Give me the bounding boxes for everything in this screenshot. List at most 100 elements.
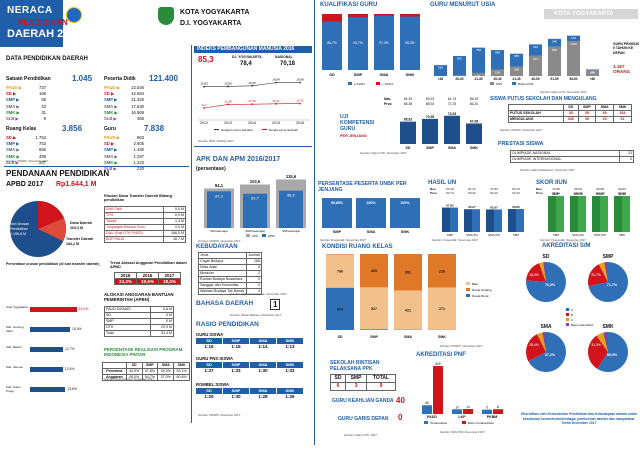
un-bar-b xyxy=(622,196,630,232)
trend-table: 2016 2016 2017 24,3% 19,6% 18,0% xyxy=(114,272,181,285)
stat-value: 1.323 xyxy=(133,159,144,165)
uk-bar xyxy=(400,121,416,144)
pnf-bar-akred xyxy=(422,405,432,414)
persen-bars: Kota Yogyakarta 18,0% Kab. Gunung Kidul 15,… xyxy=(6,305,101,410)
un-prov: 99,99 xyxy=(618,191,626,195)
ruang-label: Ruang Kelas xyxy=(6,126,37,132)
kual-value: 97,3% xyxy=(379,41,389,45)
stat-key: SLB ▶ xyxy=(104,166,117,172)
akred-slice xyxy=(538,262,546,282)
pendanaan-title: PENDANAAN PENDIDIKAN xyxy=(6,169,110,178)
table-row: OLIMPIADE INTERNASIONAL 0 xyxy=(510,156,635,163)
akreditasi-title: AKREDITASI S/M xyxy=(542,243,591,249)
rasio-head: SMP xyxy=(223,362,249,368)
ppk-cell: 6 xyxy=(329,382,347,391)
table-key: Total xyxy=(104,330,151,337)
unbk-bar xyxy=(390,198,420,228)
pnf-akred-value: 5 xyxy=(486,406,488,410)
rls-point xyxy=(299,102,301,105)
stat-row: SMP ▶ 1.430 xyxy=(104,147,144,153)
tut-wuri-logo-icon xyxy=(66,7,82,23)
hls-point xyxy=(251,84,253,87)
hls-label: 16,88 xyxy=(296,77,304,81)
usia-group: 56-60 xyxy=(569,77,577,81)
usia-group: 41-45 xyxy=(512,77,520,81)
akred-pie-name: SMP xyxy=(603,254,615,260)
title-line2: PENDIDIKAN xyxy=(18,18,68,27)
bahasa-value: 1 xyxy=(270,299,281,310)
kual-value: 95,3% xyxy=(405,41,415,45)
garis-title2: GURU GARIS DEPAN xyxy=(338,416,389,422)
uk-prov: 66,20 xyxy=(470,102,479,106)
akred-slice xyxy=(604,262,608,282)
kebudayaan-table: Jenis Jumlah Cagar Budaya 166 Desa Adat 0 Muse… xyxy=(197,252,262,295)
persen-bar xyxy=(30,307,77,312)
apm-bar xyxy=(207,191,231,228)
usia-bar-pns xyxy=(491,69,504,76)
kondisi-group: SMK xyxy=(438,335,446,339)
pnf-belum-value: 11 xyxy=(496,405,500,409)
un-group: SMA IPS xyxy=(594,233,606,237)
stat-row: SMA ▶ 1.297 xyxy=(104,154,144,160)
stat-key: PAUD ▶ xyxy=(6,85,22,90)
stat-key: SD ▶ xyxy=(6,91,17,97)
stat-row: SLB ▶ 207 xyxy=(6,160,46,166)
prestasi-table: OLIMPIADE NASIONAL 23 OLIMPIADE INTERNASIO… xyxy=(510,150,635,163)
stat-row: SD ▶ 2.605 xyxy=(104,141,144,147)
persen-value: 13,6% xyxy=(67,387,77,391)
pendanaan-source: Sumber: Kemendikbud, November 2017 xyxy=(104,377,154,381)
pnf-group: PAUD xyxy=(427,415,437,419)
un-bar-a xyxy=(614,196,622,232)
usia-nonpns-label: 164 xyxy=(571,36,576,40)
uk-value: 73,53 xyxy=(448,112,457,116)
un-bar-b xyxy=(600,196,608,232)
akred-legend: A xyxy=(571,308,573,312)
usia-nonpns-label: 346 xyxy=(533,45,538,49)
un-nas: 53,70 xyxy=(512,187,520,191)
usia-chart: 330 <26 14 592 26-30 92 768 31-35 198 588 36-40 288… xyxy=(434,35,599,86)
pip-table: SD SMP SMA SMK Penerima 43,9% 47,8% 34,0% 53,1% A… xyxy=(102,362,190,381)
akred-value-b: 31,3% xyxy=(591,343,601,347)
un-bar-b xyxy=(578,196,586,232)
ipm-chart: 15,83 11,2 2012 15,89 11,38 2013 16,05 11,39 201… xyxy=(198,77,310,132)
usia-bar-nonpns xyxy=(548,38,561,47)
apm-value: 87,3 xyxy=(215,194,222,198)
table-value: 16,7 M xyxy=(162,236,187,243)
legend-pns: PNS xyxy=(496,82,502,86)
kondisi-baik xyxy=(394,290,422,330)
usia-bar-pns xyxy=(586,70,599,76)
legend-swatch-apk xyxy=(246,234,250,237)
usia-pns-label: 1058 xyxy=(570,42,577,46)
table-value: 0 xyxy=(618,156,635,163)
kondisi-baik-label: 421 xyxy=(405,309,411,313)
kual-bar-layak xyxy=(348,16,368,70)
un-bar-b xyxy=(516,209,524,232)
ipm-col2-value: 70,18 xyxy=(280,61,296,67)
akred-pie-name: SMA xyxy=(540,324,552,330)
trend-title: Trend Alokasi Anggaran Pendidikan dalam … xyxy=(110,261,187,269)
pie-slice-dana-daerah xyxy=(38,200,64,229)
stat-key: SMP ▶ xyxy=(104,147,118,153)
kondisi-baik-label: 527 xyxy=(371,307,377,311)
un-prov: 100,00 xyxy=(573,191,583,195)
un-value: 100,00 xyxy=(573,192,583,196)
pnf-akred-value: 68 xyxy=(425,401,429,405)
ipm-year: 2015 xyxy=(272,121,280,125)
stat-row: PAUD ▶ 22.546 xyxy=(104,85,144,91)
apk-subtitle: (persentase) xyxy=(196,166,226,172)
un-prov: 99,81 xyxy=(552,191,560,195)
kebudayaan-title: KEBUDAYAAN xyxy=(196,244,238,250)
table-value: Jumlah xyxy=(246,252,262,259)
usia-nonpns-label: 592 xyxy=(457,57,462,61)
trend-value: 24,3% xyxy=(114,278,137,285)
ppk-cell: TOTAL xyxy=(365,374,397,383)
un-group: SMP xyxy=(553,233,560,237)
kondisi-group: SD xyxy=(338,335,343,339)
un-bar-b xyxy=(450,207,458,232)
rasio-head: SMK xyxy=(277,338,303,344)
akred-value-b: 20,7% xyxy=(591,273,601,277)
data-pendidikan-title: DATA PENDIDIKAN DAERAH xyxy=(6,56,88,62)
usia-bar-nonpns xyxy=(434,65,447,76)
akred-legend: Belum akreditasi xyxy=(571,323,594,327)
pie-slice-transfer-daerah xyxy=(38,218,66,241)
